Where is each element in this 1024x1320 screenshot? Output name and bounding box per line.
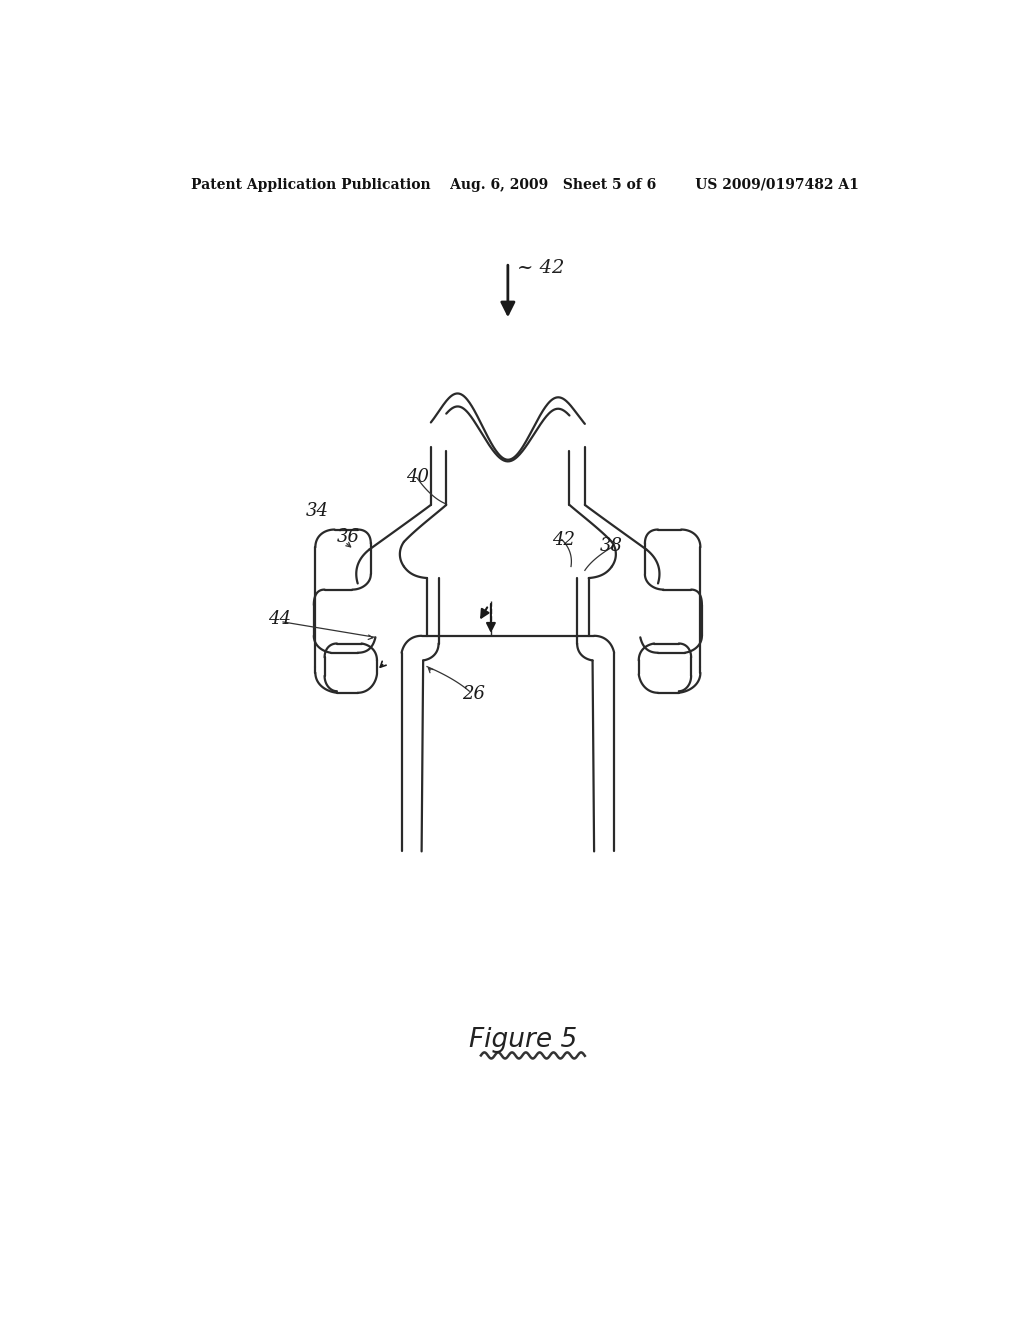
Text: Figure 5: Figure 5: [469, 1027, 578, 1053]
Text: 34: 34: [306, 503, 329, 520]
Text: 42: 42: [553, 531, 575, 549]
Text: 40: 40: [407, 467, 429, 486]
Text: 36: 36: [337, 528, 359, 546]
Text: 38: 38: [600, 537, 624, 556]
Text: Patent Application Publication    Aug. 6, 2009   Sheet 5 of 6        US 2009/019: Patent Application Publication Aug. 6, 2…: [190, 178, 859, 191]
Text: ~ 42: ~ 42: [517, 259, 564, 277]
Text: 44: 44: [267, 610, 291, 628]
Text: 26: 26: [462, 685, 484, 704]
